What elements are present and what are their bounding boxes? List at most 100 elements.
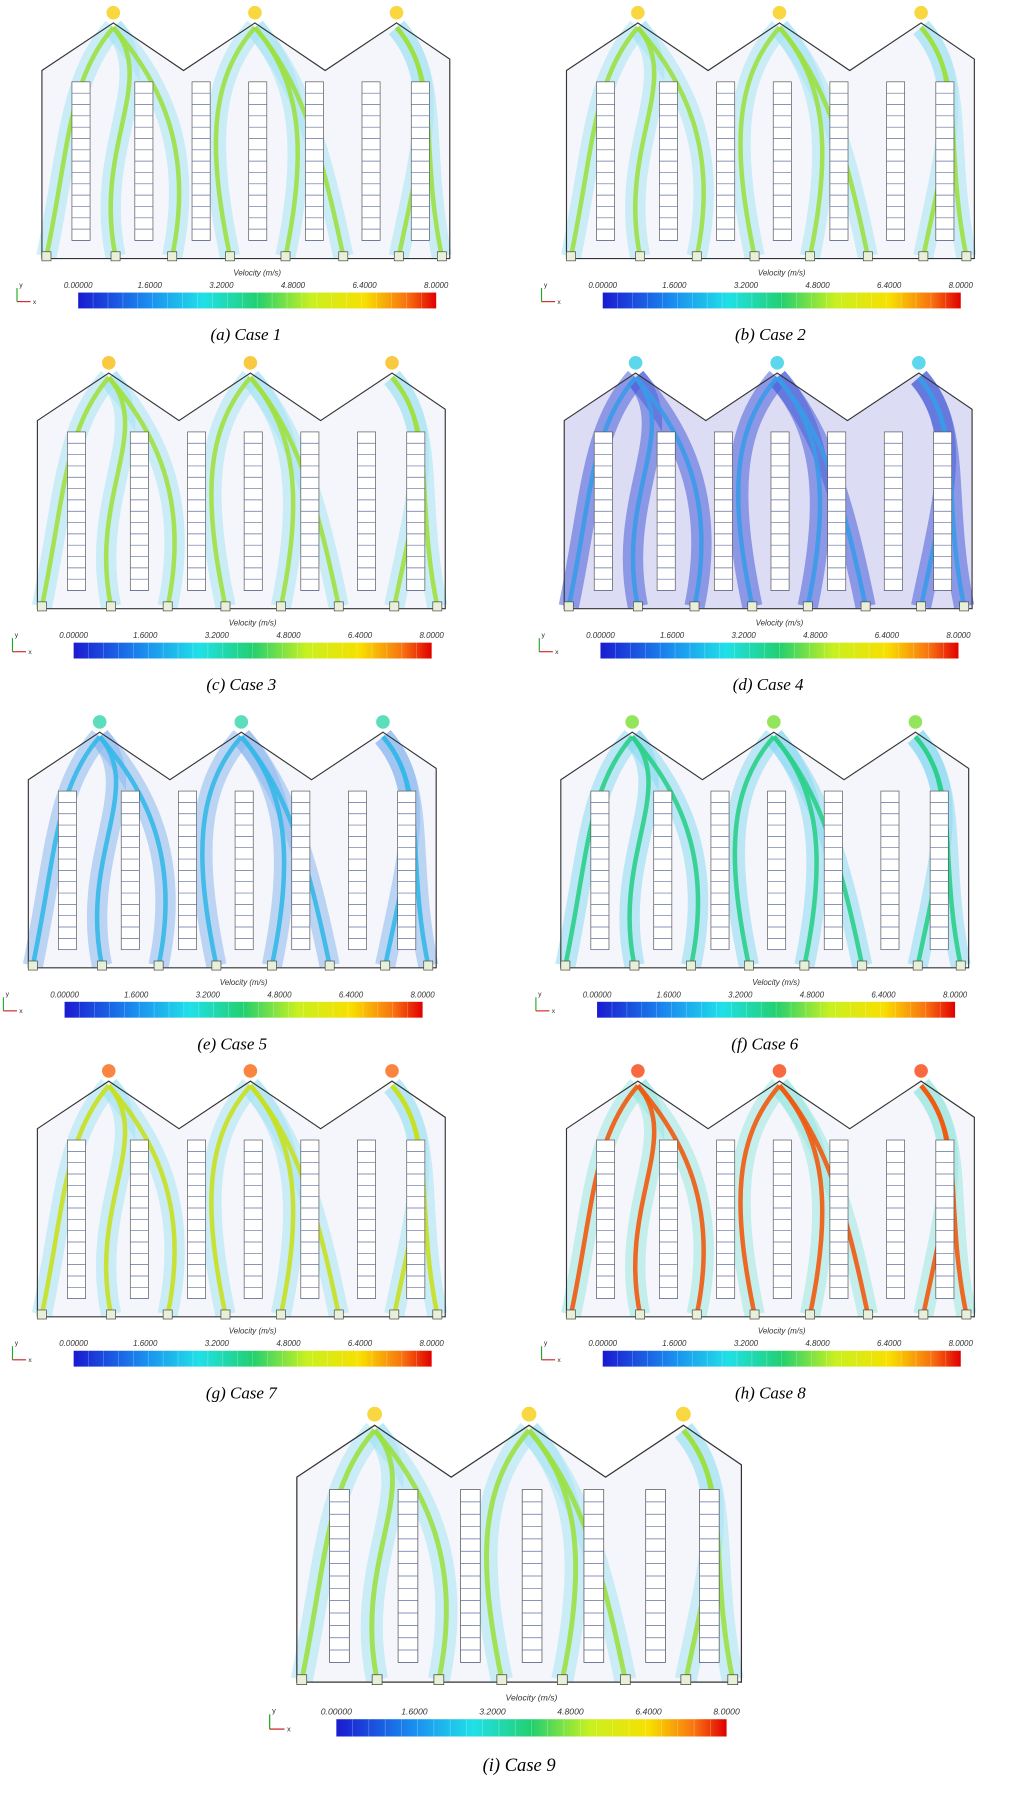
panel: Velocity (m/s) 0.00000 1.6000 3.2000 4.8000 6… [269, 1406, 744, 1776]
flow-streak [568, 25, 640, 257]
colorbar-tick-label: 4.8000 [267, 990, 292, 999]
building-outline [563, 372, 973, 610]
building-outline [565, 1080, 975, 1318]
inlet [747, 601, 758, 612]
inlet [211, 960, 222, 971]
panel: Velocity (m/s) 0.00000 1.6000 3.2000 4.8000 6… [540, 5, 977, 344]
flow-streak [630, 376, 655, 607]
inlet [333, 1309, 344, 1320]
colorbar-tick-label: 4.8000 [805, 1339, 830, 1348]
axis-label: y [6, 991, 10, 998]
inlet [433, 1674, 445, 1686]
inlet [689, 601, 700, 612]
flow-streak [108, 25, 132, 257]
inlet [918, 251, 929, 262]
caption: (c) Case 3 [206, 675, 276, 694]
flow-streak [630, 735, 701, 967]
colorbar-tick-label: 8.0000 [949, 1339, 974, 1348]
colorbar-title: Velocity (m/s) [758, 1327, 806, 1336]
inlet [338, 251, 349, 262]
axis-label: y [19, 282, 23, 289]
colorbar-tick-label: 8.0000 [424, 281, 449, 290]
inlet [961, 251, 972, 262]
colorbar-tick-label: 3.2000 [196, 990, 221, 999]
colorbar-tick-label: 0.00000 [59, 631, 88, 640]
flow-streak [369, 1428, 395, 1681]
inlet [110, 251, 121, 262]
caption: (a) Case 1 [210, 325, 281, 344]
colorbar-title: Velocity (m/s) [229, 1327, 277, 1336]
axis-label: x [557, 299, 561, 306]
flow-streak [107, 376, 177, 607]
outlet-jet [385, 356, 399, 370]
building-outline [41, 22, 451, 260]
inlet [333, 601, 344, 612]
outlet-jet [101, 356, 116, 370]
inlet [620, 1674, 631, 1686]
caption: (i) Case 9 [483, 1755, 556, 1776]
inlet [955, 960, 966, 971]
colorbar-tick-label: 6.4000 [339, 990, 364, 999]
colorbar-tick-label: 3.2000 [479, 1706, 506, 1716]
flow-streak [372, 1428, 449, 1681]
inlet [296, 1674, 308, 1686]
outlet-jet [101, 1064, 116, 1078]
inlet [267, 960, 277, 971]
colorbar-tick-label: 0.00000 [321, 1706, 352, 1716]
inlet [860, 601, 871, 612]
flow-streak [566, 376, 638, 607]
colorbar-tick-label: 4.8000 [800, 990, 825, 999]
outlet-jet [521, 1406, 537, 1422]
colorbar-tick-label: 1.6000 [124, 990, 149, 999]
inlet [167, 251, 178, 262]
outlet-jet [243, 356, 258, 370]
inlet [560, 960, 571, 971]
outlet-jet [625, 715, 639, 729]
caption: (e) Case 5 [197, 1034, 267, 1053]
flow-streak [200, 735, 244, 967]
inlet [635, 251, 645, 262]
flow-streak [107, 1084, 177, 1315]
colorbar-tick-label: 3.2000 [209, 281, 234, 290]
axis-label: x [28, 1357, 32, 1364]
outlet-jet [914, 5, 928, 20]
colorbar-tick-label: 6.4000 [877, 281, 902, 290]
axis-label: y [542, 632, 546, 639]
colorbar-tick-label: 1.6000 [660, 631, 685, 640]
colorbar-tick-label: 4.8000 [557, 1706, 584, 1716]
flow-streak [627, 735, 651, 967]
caption: (b) Case 2 [735, 325, 806, 344]
panel: Velocity (m/s) 0.00000 1.6000 3.2000 4.8000 6… [2, 715, 439, 1053]
axis-label: x [28, 649, 32, 656]
inlet [432, 1309, 443, 1320]
outlet-jet [675, 1406, 691, 1422]
outlet-jet [248, 5, 262, 20]
axis-label: y [544, 1340, 548, 1347]
caption: (f) Case 6 [731, 1034, 798, 1053]
inlet [432, 601, 443, 612]
inlet [749, 1309, 760, 1320]
inlet [566, 251, 576, 262]
outlet-jet [106, 5, 121, 20]
inlet [959, 601, 970, 612]
inlet [423, 960, 434, 971]
colorbar-tick-label: 1.6000 [662, 281, 687, 290]
outlet-jet [376, 715, 390, 729]
colorbar-tick-label: 4.8000 [276, 631, 301, 640]
axis-label: y [538, 991, 542, 998]
outlet-jet [92, 715, 107, 729]
inlet [680, 1674, 692, 1686]
flow-streak [633, 376, 704, 607]
inlet [799, 960, 810, 971]
colorbar-tick-label: 6.4000 [348, 631, 373, 640]
colorbar-tick-label: 0.00000 [586, 631, 615, 640]
inlet [162, 1309, 173, 1320]
axis-label: x [557, 1357, 561, 1364]
panel: Velocity (m/s) 0.00000 1.6000 3.2000 4.8000 6… [11, 356, 448, 694]
colorbar-tick-label: 8.0000 [946, 631, 971, 640]
colorbar-tick-label: 3.2000 [728, 990, 753, 999]
flow-streak [738, 25, 782, 257]
colorbar-tick-label: 4.8000 [281, 281, 306, 290]
panel: Velocity (m/s) 0.00000 1.6000 3.2000 4.8000 6… [540, 1064, 977, 1402]
flow-streak [103, 1084, 128, 1315]
